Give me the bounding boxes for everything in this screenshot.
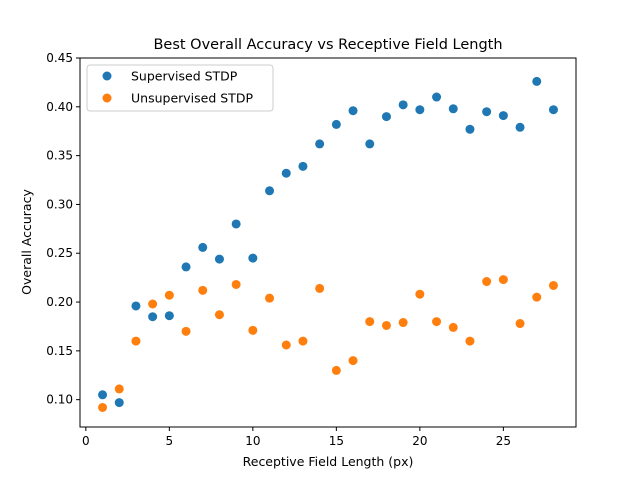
supervised-point-3 [131,301,141,311]
supervised-point-14 [315,139,325,149]
supervised-point-1 [98,390,108,400]
x-tick-label: 5 [166,434,174,448]
y-axis: 0.10 0.15 0.20 0.25 0.30 0.35 0.40 0.45 [46,51,80,407]
supervised-point-19 [398,100,408,110]
supervised-point-18 [381,112,391,122]
unsupervised-point-2 [114,384,124,394]
y-tick-label: 0.15 [46,344,73,358]
supervised-point-6 [181,262,191,272]
unsupervised-point-17 [365,317,375,327]
legend-label-supervised: Supervised STDP [131,69,238,84]
supervised-point-27 [532,76,542,86]
x-tick-label: 15 [329,434,344,448]
legend-box [86,64,274,112]
y-axis-label: Overall Accuracy [19,189,34,295]
supervised-point-12 [281,168,291,178]
supervised-point-15 [331,119,341,129]
unsupervised-point-7 [198,285,208,295]
unsupervised-point-21 [432,317,442,327]
y-tick-label: 0.20 [46,295,73,309]
supervised-point-16 [348,106,358,116]
unsupervised-point-27 [532,292,542,302]
legend: Supervised STDP Unsupervised STDP [86,64,274,112]
legend-marker-supervised [102,71,112,81]
supervised-point-2 [114,398,124,408]
unsupervised-point-13 [298,336,308,346]
unsupervised-point-20 [415,289,425,299]
supervised-point-25 [498,111,508,121]
supervised-point-4 [148,312,158,322]
supervised-point-13 [298,161,308,171]
unsupervised-point-10 [248,325,258,335]
unsupervised-point-23 [465,336,475,346]
supervised-point-22 [448,104,458,114]
plot-points [98,76,558,412]
legend-label-unsupervised: Unsupervised STDP [131,91,253,106]
supervised-point-21 [432,92,442,102]
unsupervised-point-18 [381,320,391,330]
unsupervised-point-26 [515,319,525,329]
supervised-point-20 [415,105,425,115]
unsupervised-point-25 [498,275,508,285]
unsupervised-point-11 [265,293,275,303]
y-tick-label: 0.40 [46,100,73,114]
supervised-point-24 [482,107,492,117]
unsupervised-point-9 [231,279,241,289]
chart-title: Best Overall Accuracy vs Receptive Field… [153,37,502,53]
unsupervised-point-12 [281,340,291,350]
unsupervised-point-24 [482,277,492,287]
unsupervised-point-8 [214,310,224,320]
unsupervised-point-16 [348,356,358,366]
supervised-point-7 [198,242,208,252]
x-axis: 0 5 10 15 20 25 [82,427,511,448]
supervised-point-10 [248,253,258,263]
unsupervised-point-3 [131,336,141,346]
x-axis-label: Receptive Field Length (px) [243,454,414,469]
y-tick-label: 0.30 [46,197,73,211]
supervised-point-11 [265,186,275,196]
unsupervised-point-14 [315,283,325,293]
y-tick-label: 0.35 [46,149,73,163]
unsupervised-point-28 [548,280,558,290]
unsupervised-point-22 [448,322,458,332]
unsupervised-point-15 [331,365,341,375]
supervised-point-17 [365,139,375,149]
supervised-point-8 [214,254,224,264]
legend-marker-unsupervised [102,93,112,103]
y-tick-label: 0.45 [46,51,73,65]
unsupervised-point-19 [398,318,408,328]
x-tick-label: 0 [82,434,90,448]
x-tick-label: 20 [412,434,427,448]
supervised-point-28 [548,105,558,115]
supervised-point-9 [231,219,241,229]
unsupervised-point-4 [148,299,158,309]
unsupervised-point-1 [98,402,108,412]
unsupervised-point-6 [181,326,191,336]
x-tick-label: 25 [496,434,511,448]
supervised-point-23 [465,124,475,134]
supervised-point-26 [515,122,525,132]
unsupervised-point-5 [164,290,174,300]
x-tick-label: 10 [245,434,260,448]
y-tick-label: 0.25 [46,246,73,260]
supervised-point-5 [164,311,174,321]
y-tick-label: 0.10 [46,393,73,407]
plot-area-frame [79,57,577,428]
